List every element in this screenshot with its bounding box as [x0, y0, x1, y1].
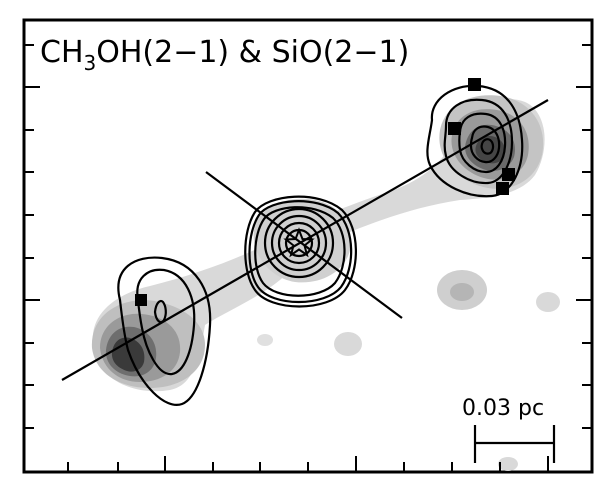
contours-central — [244, 195, 357, 308]
emission-blob-bottom-right — [498, 457, 518, 471]
square-marker-sw — [135, 294, 147, 306]
star-icon — [283, 227, 315, 258]
emission-blob-south — [257, 334, 273, 346]
emission-blob-far-east — [536, 292, 560, 312]
scale-bar-label: 0.03 pc — [462, 396, 544, 421]
emission-blob-east-core — [450, 283, 474, 301]
square-markers — [135, 78, 515, 306]
figure-title: CH3OH(2−1) & SiO(2−1) — [40, 35, 409, 75]
square-marker-ne-top — [468, 78, 481, 91]
emission-blob-south-center — [334, 332, 362, 356]
square-marker-ne-right-1 — [502, 168, 515, 181]
square-marker-ne-right-2 — [496, 182, 509, 195]
contours-southwest — [117, 256, 212, 406]
square-marker-ne-left — [448, 122, 461, 135]
tick-marks — [24, 44, 592, 472]
scale-bar: 0.03 pc — [462, 396, 556, 463]
